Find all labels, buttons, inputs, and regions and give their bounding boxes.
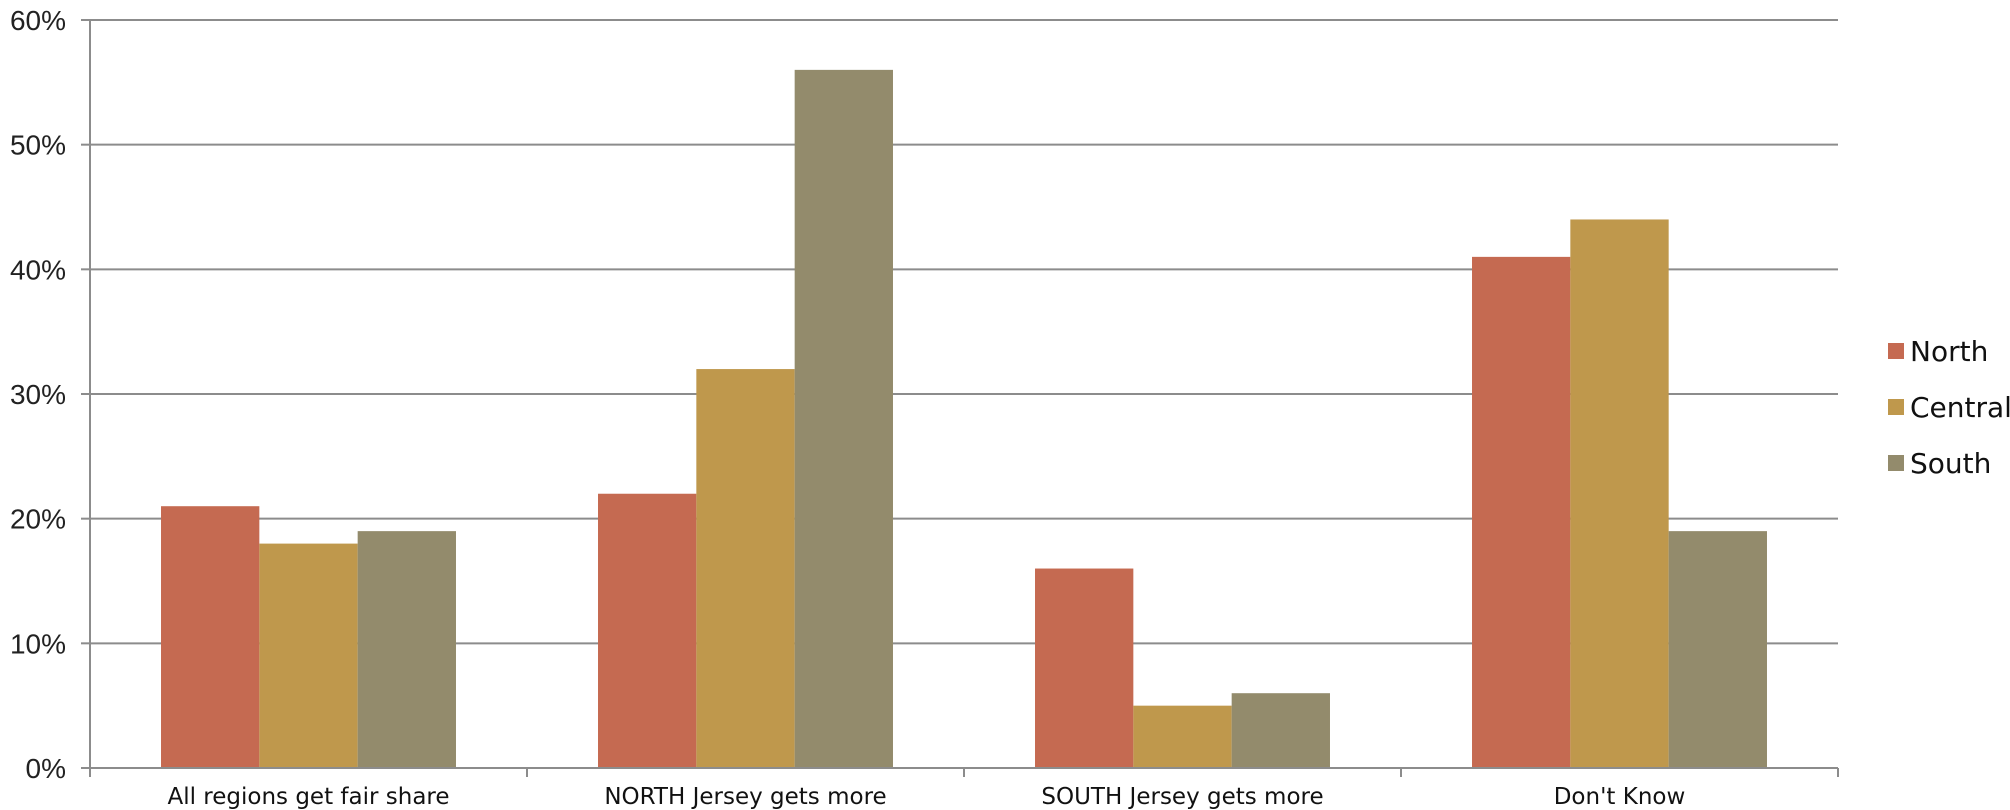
y-tick-label: 20%	[10, 504, 66, 535]
x-category-label: NORTH Jersey gets more	[604, 784, 886, 810]
bar-central-1	[259, 543, 358, 768]
y-axis-tick-labels: 0% 10% 20% 30% 40% 50% 60%	[10, 5, 66, 784]
bar-north-1	[161, 506, 260, 768]
legend-swatch-north	[1888, 343, 1904, 359]
x-category-label: SOUTH Jersey gets more	[1041, 784, 1323, 810]
legend-swatch-central	[1888, 399, 1904, 415]
x-axis-category-labels: All regions get fair share NORTH Jersey g…	[167, 784, 1685, 810]
y-tick-label: 60%	[10, 5, 66, 36]
y-tick-label: 50%	[10, 130, 66, 161]
axes	[81, 19, 1839, 777]
bar-south-3	[1231, 693, 1330, 768]
legend-label-central: Central	[1910, 391, 2010, 424]
x-category-label: All regions get fair share	[167, 784, 449, 810]
bar-central-3	[1133, 705, 1232, 768]
bar-south-2	[794, 69, 893, 768]
legend-swatch-south	[1888, 455, 1904, 471]
bars	[161, 69, 1767, 768]
legend-label-south: South	[1910, 447, 1991, 480]
bar-south-1	[357, 531, 456, 768]
y-tick-label: 0%	[26, 753, 66, 784]
bar-north-3	[1035, 568, 1134, 768]
x-category-label: Don't Know	[1554, 784, 1686, 810]
y-tick-label: 40%	[10, 254, 66, 285]
bar-north-2	[598, 493, 697, 768]
bar-central-4	[1570, 219, 1669, 768]
bar-central-2	[696, 369, 795, 768]
legend: North Central South	[1888, 335, 2010, 480]
bar-south-4	[1668, 531, 1767, 768]
y-tick-label: 30%	[10, 379, 66, 410]
bar-north-4	[1472, 256, 1571, 768]
y-tick-label: 10%	[10, 628, 66, 659]
legend-label-north: North	[1910, 335, 1988, 368]
